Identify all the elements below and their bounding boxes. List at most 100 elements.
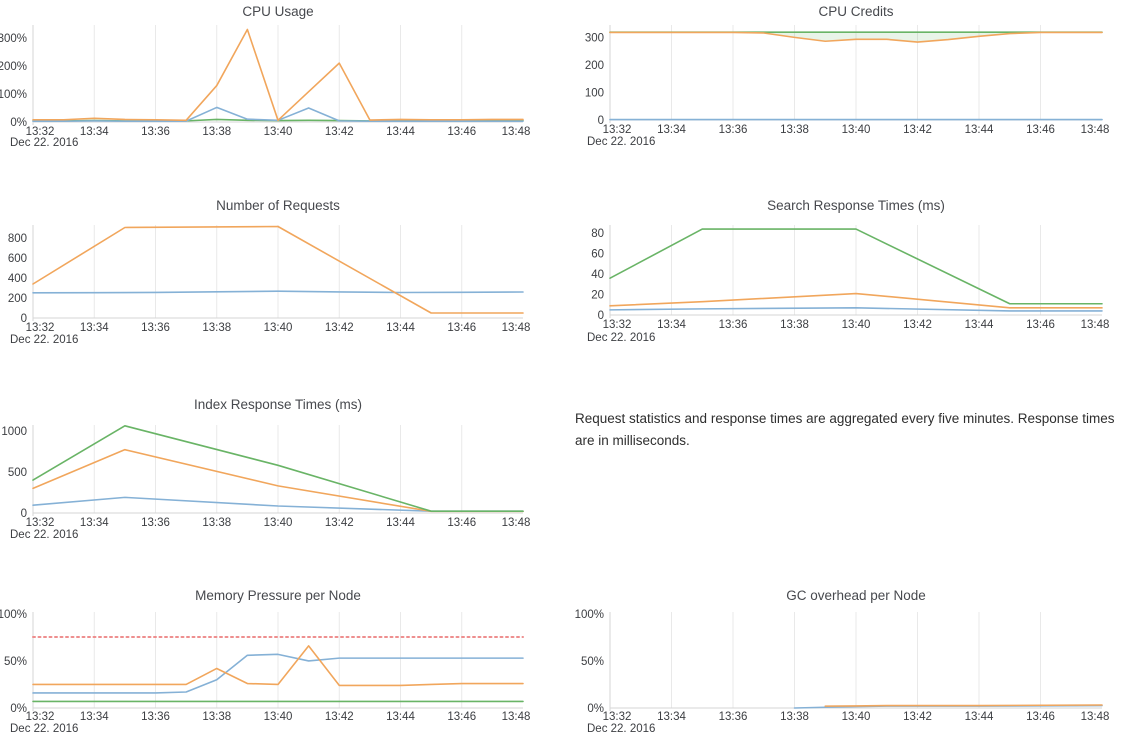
x-tick-label: 13:36 — [719, 319, 748, 331]
x-tick-label: 13:38 — [780, 319, 809, 331]
x-tick-label: 13:32 — [26, 517, 55, 529]
y-tick-label: 0 — [21, 508, 27, 520]
x-tick-label: 13:48 — [1081, 124, 1110, 136]
chart-canvas: 0% 50% 100% 13:32 13:34 13:36 13:38 13:40 13:42 1… — [575, 609, 1110, 735]
chart-canvas: 0 200 400 600 800 13:32 13:34 13:36 13:38 13:40 13… — [8, 225, 531, 346]
series-line-orange — [32, 28, 524, 122]
x-tick-label: 13:32 — [26, 711, 55, 723]
x-tick-label: 13:40 — [842, 711, 871, 723]
chart-canvas: 0 20 40 60 80 13:32 13:34 13:36 13:38 13:40 13:42 1… — [587, 225, 1109, 344]
x-tick-label: 13:44 — [386, 322, 415, 334]
y-tick-label: 40 — [591, 269, 604, 281]
y-tick-label: 500 — [8, 467, 27, 479]
y-tick-label: 100% — [0, 609, 27, 621]
x-tick-label: 13:44 — [386, 517, 415, 529]
x-tick-label: 13:48 — [1081, 711, 1110, 723]
x-tick-label: 13:42 — [325, 126, 354, 138]
y-tick-label: 0% — [587, 703, 604, 715]
x-tick-label: 13:40 — [842, 319, 871, 331]
x-tick-label: 13:44 — [965, 124, 994, 136]
x-tick-label: 13:46 — [447, 322, 476, 334]
chart-title-search-response-times: Search Response Times (ms) — [767, 198, 945, 213]
x-tick-label: 13:42 — [325, 517, 354, 529]
x-tick-label: 13:46 — [447, 517, 476, 529]
x-tick-label: 13:38 — [780, 124, 809, 136]
series-line-orange — [32, 645, 524, 687]
x-axis-date-label: Dec 22. 2016 — [587, 136, 655, 148]
series-fill-area — [610, 32, 1102, 43]
chart-title-cpu-credits: CPU Credits — [818, 4, 894, 19]
x-tick-label: 13:42 — [325, 322, 354, 334]
chart-canvas: 0 100 200 300 13:32 13:34 13:36 13:38 13:40 13:42… — [585, 25, 1110, 148]
x-tick-label: 13:40 — [264, 711, 293, 723]
x-tick-label: 13:46 — [447, 711, 476, 723]
chart-canvas: 0 500 1000 13:32 13:34 13:36 13:38 13:40 13:42 13… — [1, 425, 531, 541]
x-tick-label: 13:36 — [719, 124, 748, 136]
y-tick-label: 300 — [585, 32, 604, 44]
x-tick-label: 13:34 — [80, 711, 109, 723]
chart-canvas: 0% 50% 100% 13:32 13:34 13:36 13:38 13:40 13:42 1… — [0, 609, 531, 735]
x-tick-label: 13:38 — [202, 517, 231, 529]
x-axis-date-label: Dec 22. 2016 — [587, 723, 655, 735]
y-tick-label: 200 — [8, 293, 27, 305]
x-tick-label: 13:40 — [264, 126, 293, 138]
x-tick-label: 13:48 — [502, 322, 531, 334]
x-tick-label: 13:32 — [26, 322, 55, 334]
y-tick-label: 400 — [8, 273, 27, 285]
x-tick-label: 13:48 — [502, 517, 531, 529]
chart-gc-overhead: GC overhead per Node 0% 50% 100% 13:32 13:34… — [565, 580, 1131, 741]
y-tick-label: 100% — [575, 609, 604, 621]
series-line-orange — [824, 704, 1103, 707]
x-tick-label: 13:46 — [1026, 124, 1055, 136]
chart-index-response-times: Index Response Times (ms) 0 500 1000 13:32 1… — [0, 380, 565, 545]
y-tick-label: 200 — [585, 60, 604, 72]
x-tick-label: 13:44 — [386, 711, 415, 723]
x-tick-label: 13:46 — [447, 126, 476, 138]
x-axis-date-label: Dec 22. 2016 — [10, 723, 78, 735]
y-tick-label: 0% — [10, 703, 27, 715]
series-line-green — [32, 425, 524, 512]
aggregation-note: Request statistics and response times ar… — [575, 411, 1115, 448]
y-tick-label: 50% — [4, 656, 27, 668]
x-axis-date-label: Dec 22. 2016 — [587, 332, 655, 344]
y-tick-label: 800 — [8, 233, 27, 245]
series-line-blue — [609, 307, 1103, 312]
x-tick-label: 13:48 — [502, 711, 531, 723]
chart-memory-pressure: Memory Pressure per Node 0% 50% 100% 13:32 1… — [0, 580, 565, 741]
x-tick-label: 13:42 — [903, 319, 932, 331]
y-tick-label: 80 — [591, 228, 604, 240]
x-tick-label: 13:48 — [502, 126, 531, 138]
x-tick-label: 13:34 — [80, 517, 109, 529]
y-tick-label: 60 — [591, 249, 604, 261]
series-line-orange — [609, 292, 1103, 309]
x-tick-label: 13:44 — [965, 711, 994, 723]
x-tick-label: 13:38 — [202, 322, 231, 334]
y-tick-label: 0% — [10, 117, 27, 129]
y-tick-label: 100% — [0, 89, 27, 101]
x-tick-label: 13:36 — [141, 517, 170, 529]
x-tick-label: 13:34 — [80, 126, 109, 138]
x-tick-label: 13:46 — [1026, 319, 1055, 331]
x-tick-label: 13:40 — [264, 322, 293, 334]
chart-search-response-times: Search Response Times (ms) 0 20 40 60 80 13:3… — [565, 185, 1131, 350]
y-tick-label: 50% — [581, 656, 604, 668]
chart-title-index-response-times: Index Response Times (ms) — [193, 397, 363, 412]
x-tick-label: 13:34 — [657, 319, 686, 331]
series-line-blue — [32, 653, 524, 694]
y-tick-label: 1000 — [1, 426, 27, 438]
x-axis-date-label: Dec 22. 2016 — [10, 137, 78, 149]
x-tick-label: 13:36 — [141, 322, 170, 334]
x-tick-label: 13:38 — [202, 126, 231, 138]
x-tick-label: 13:36 — [141, 711, 170, 723]
chart-cpu-usage: CPU Usage 0% 100% 200% 300% 13:32 13:34 13:36 1… — [0, 0, 565, 160]
series-line-green — [609, 228, 1103, 305]
x-tick-label: 13:34 — [657, 711, 686, 723]
series-line-orange — [609, 31, 1103, 43]
x-tick-label: 13:40 — [842, 124, 871, 136]
chart-canvas: 0% 100% 200% 300% 13:32 13:34 13:36 13:38 13:40 1… — [0, 25, 531, 149]
chart-title-cpu-usage: CPU Usage — [242, 4, 314, 19]
x-tick-label: 13:34 — [80, 322, 109, 334]
y-tick-label: 100 — [585, 87, 604, 99]
y-tick-label: 0 — [598, 115, 604, 127]
x-tick-label: 13:32 — [26, 126, 55, 138]
